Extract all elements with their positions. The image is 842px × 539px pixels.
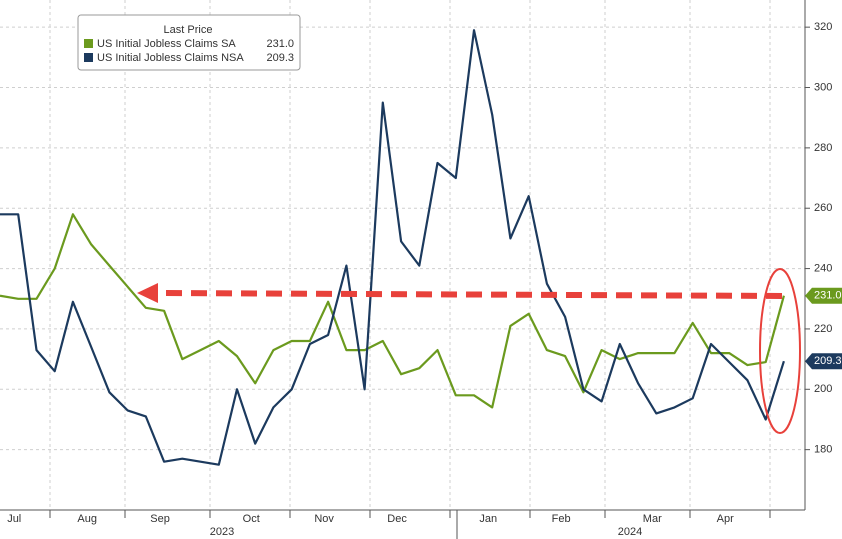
highlight-ellipse — [759, 268, 801, 434]
y-tick-label: 220 — [814, 323, 832, 335]
x-tick-label: Oct — [243, 513, 260, 525]
last-value-label: 209.3 — [814, 355, 842, 367]
y-tick-label: 240 — [814, 262, 832, 274]
x-tick-label: Jul — [7, 513, 21, 525]
lines — [0, 29, 785, 466]
arrow-head — [137, 283, 158, 303]
x-tick-label: Mar — [643, 513, 662, 525]
legend-label: US Initial Jobless Claims NSA — [97, 52, 244, 64]
legend-swatch — [84, 53, 93, 62]
legend-title: Last Price — [164, 24, 213, 36]
y-tick-label: 260 — [814, 202, 832, 214]
year-label: 2024 — [618, 526, 642, 538]
y-tick-label: 200 — [814, 383, 832, 395]
last-value-tag — [805, 353, 842, 370]
legend-value: 209.3 — [266, 52, 294, 64]
y-tick-label: 320 — [814, 21, 832, 33]
legend-swatch — [84, 39, 93, 48]
legend-box — [77, 14, 301, 71]
series-line — [0, 29, 785, 466]
x-tick-label: Jan — [479, 513, 497, 525]
y-tick-label: 180 — [814, 444, 832, 456]
y-tick-label: 300 — [814, 81, 832, 93]
x-tick-label: Feb — [552, 513, 571, 525]
legend-label: US Initial Jobless Claims SA — [97, 38, 236, 50]
y-tick-label: 280 — [814, 142, 832, 154]
grid — [0, 0, 805, 510]
last-value-tag — [805, 287, 842, 304]
legend-value: 231.0 — [266, 38, 294, 50]
x-tick-label: Dec — [387, 513, 407, 525]
x-tick-label: Apr — [717, 513, 734, 525]
last-value-label: 231.0 — [814, 290, 842, 302]
series-line — [0, 213, 785, 409]
x-tick-label: Sep — [150, 513, 170, 525]
x-tick-label: Aug — [77, 513, 97, 525]
annotation-arrow — [137, 283, 783, 303]
legend-items: US Initial Jobless Claims SA 231.0 US Init… — [84, 38, 294, 64]
x-tick-label: Nov — [314, 513, 334, 525]
year-label: 2023 — [210, 526, 234, 538]
legend: Last Price — [77, 14, 301, 71]
arrow-shaft — [157, 290, 783, 299]
